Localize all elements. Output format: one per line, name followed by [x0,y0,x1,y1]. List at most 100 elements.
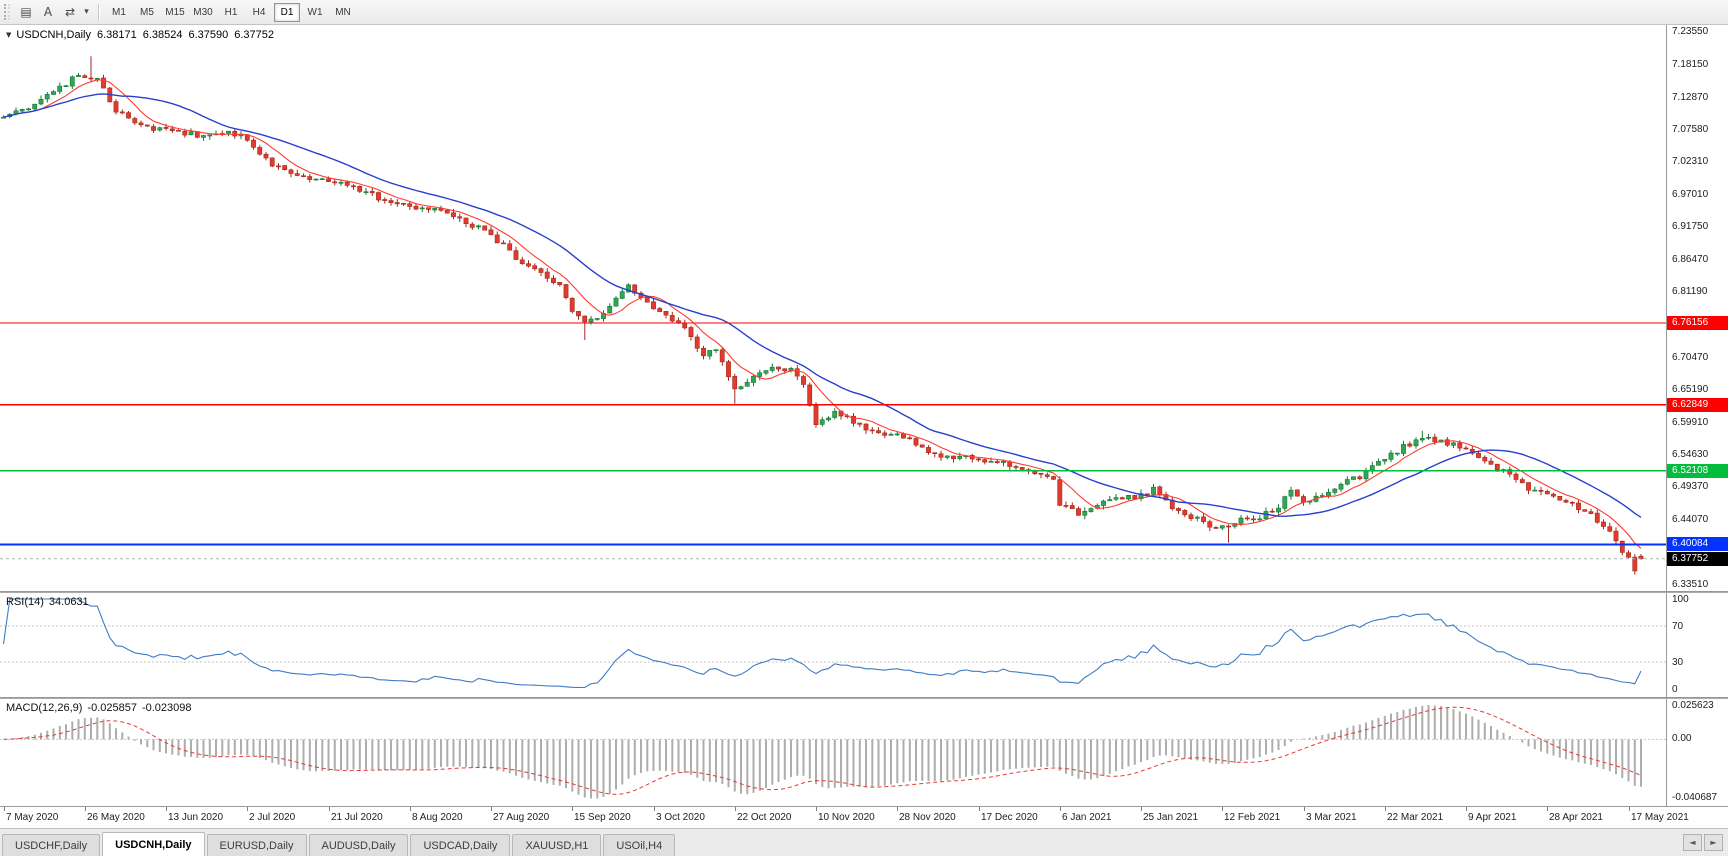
macd-label: MACD(12,26,9) [6,702,83,714]
date-tick-mark [4,807,5,811]
date-tick-mark [1385,807,1386,811]
date-label: 3 Oct 2020 [656,812,705,823]
toolbar: ▤ A ⇄ ▾ M1 M5 M15 M30 H1 H4 D1 W1 MN [0,0,1728,25]
timeframe-m1[interactable]: M1 [112,6,126,18]
date-tick-mark [1141,807,1142,811]
timeframe-mn[interactable]: MN [335,6,351,18]
timeframe-m5[interactable]: M5 [140,6,154,18]
price-tick: 7.12870 [1672,92,1709,103]
ohlc-high: 6.38524 [142,29,183,41]
date-tick-mark [166,807,167,811]
rsi-label: RSI(14) [6,596,44,608]
annotate-a-icon[interactable]: A [43,5,53,19]
date-label: 3 Mar 2021 [1306,812,1357,823]
date-tick-mark [897,807,898,811]
symbol-title: ▼ USDCNH,Daily 6.38171 6.38524 6.37590 6… [6,29,274,41]
date-tick-mark [410,807,411,811]
ohlc-low: 6.37590 [188,29,229,41]
date-tick-mark [1304,807,1305,811]
date-label: 8 Aug 2020 [412,812,463,823]
date-label: 17 Dec 2020 [981,812,1038,823]
tab-usdcad-daily[interactable]: USDCAD,Daily [410,834,511,856]
rsi-pane[interactable]: RSI(14) 34.0631 [0,593,1666,697]
toolbar-icons: ▤ A ⇄ ▾ [15,2,92,22]
tab-eurusd-daily[interactable]: EURUSD,Daily [206,834,307,856]
price-tick: 6.81190 [1672,286,1708,297]
tab-xauusd-h1[interactable]: XAUUSD,H1 [512,834,602,856]
timeframe-m30[interactable]: M30 [193,6,213,18]
rsi-tick: 100 [1672,594,1689,605]
ohlc-open: 6.38171 [96,29,137,41]
price-axis[interactable]: 7.23550 7.18150 7.12870 7.07580 7.02310 6.970… [1666,25,1728,591]
price-tick: 6.65190 [1672,384,1709,395]
date-label: 27 Aug 2020 [493,812,550,823]
date-label: 28 Apr 2021 [1549,812,1603,823]
tab-scroll-right[interactable]: ► [1704,834,1723,851]
macd-signal-value: -0.023098 [141,702,192,714]
candlestick-chart [0,56,1666,575]
scale-toggle-icon[interactable]: ⇄ [64,5,76,19]
collapse-triangle-icon[interactable]: ▼ [6,31,12,39]
timeframe-d1[interactable]: D1 [274,2,300,22]
pane-divider[interactable] [0,697,1728,699]
date-label: 9 Apr 2021 [1468,812,1517,823]
date-label: 26 May 2020 [87,812,145,823]
date-tick-mark [85,807,86,811]
date-tick-mark [329,807,330,811]
macd-label-row: MACD(12,26,9) -0.025857 -0.023098 [6,702,192,714]
tab-usdcnh-daily[interactable]: USDCNH,Daily [102,832,205,856]
date-label: 25 Jan 2021 [1143,812,1199,823]
date-axis[interactable]: 7 May 2020 26 May 2020 13 Jun 2020 2 Jul 20… [0,806,1728,828]
symbol-name: USDCNH,Daily [16,29,91,41]
rsi-label-row: RSI(14) 34.0631 [6,596,89,608]
timeframe-h1[interactable]: H1 [224,6,238,18]
current-price-badge: 6.37752 [1667,552,1728,566]
date-tick-mark [1547,807,1548,811]
price-chart-pane[interactable]: ▼ USDCNH,Daily 6.38171 6.38524 6.37590 6… [0,25,1666,591]
price-tick: 7.23550 [1672,26,1709,37]
date-tick-mark [1629,807,1630,811]
rsi-tick: 30 [1672,657,1684,668]
toolbar-grip[interactable] [4,4,10,20]
macd-pane[interactable]: MACD(12,26,9) -0.025857 -0.023098 [0,699,1666,806]
price-tick: 6.33510 [1672,579,1709,590]
level-price-badge: 6.52108 [1667,464,1728,478]
tab-usoil-h4[interactable]: USOil,H4 [603,834,676,856]
price-tick: 6.86470 [1672,254,1709,265]
level-price-badge: 6.62849 [1667,398,1728,412]
dropdown-caret-icon[interactable]: ▾ [84,7,89,17]
macd-tick: -0.040687 [1672,792,1718,803]
tab-scroll-group: ◄ ► [1683,834,1723,851]
price-tick: 7.18150 [1672,59,1709,70]
macd-axis[interactable]: 0.025623 0.00 -0.040687 [1666,699,1728,806]
macd-main-value: -0.025857 [87,702,137,714]
timeframe-h4[interactable]: H4 [252,6,266,18]
level-price-badge: 6.76156 [1667,316,1728,330]
date-label: 28 Nov 2020 [899,812,956,823]
date-tick-mark [247,807,248,811]
pane-divider[interactable] [0,591,1728,593]
toolbar-separator [98,3,99,21]
date-label: 2 Jul 2020 [249,812,296,823]
timeframe-w1[interactable]: W1 [307,6,323,18]
date-label: 22 Mar 2021 [1387,812,1444,823]
rsi-tick: 70 [1672,621,1684,632]
date-tick-mark [491,807,492,811]
date-tick-mark [735,807,736,811]
price-tick: 6.70470 [1672,352,1709,363]
rsi-axis[interactable]: 100 70 30 0 [1666,593,1728,697]
price-tick: 6.91750 [1672,221,1709,232]
tab-usdchf-daily[interactable]: USDCHF,Daily [2,834,101,856]
ohlc-close: 6.37752 [234,29,275,41]
tab-audusd-daily[interactable]: AUDUSD,Daily [308,834,409,856]
timeframe-m15[interactable]: M15 [165,6,185,18]
date-tick-mark [572,807,573,811]
macd-chart [0,705,1666,799]
date-tick-mark [654,807,655,811]
price-tick: 6.49370 [1672,481,1709,492]
tab-scroll-left[interactable]: ◄ [1683,834,1702,851]
rsi-tick: 0 [1672,684,1678,695]
level-price-badge: 6.40084 [1667,537,1728,551]
chart-grid-icon[interactable]: ▤ [20,5,32,19]
